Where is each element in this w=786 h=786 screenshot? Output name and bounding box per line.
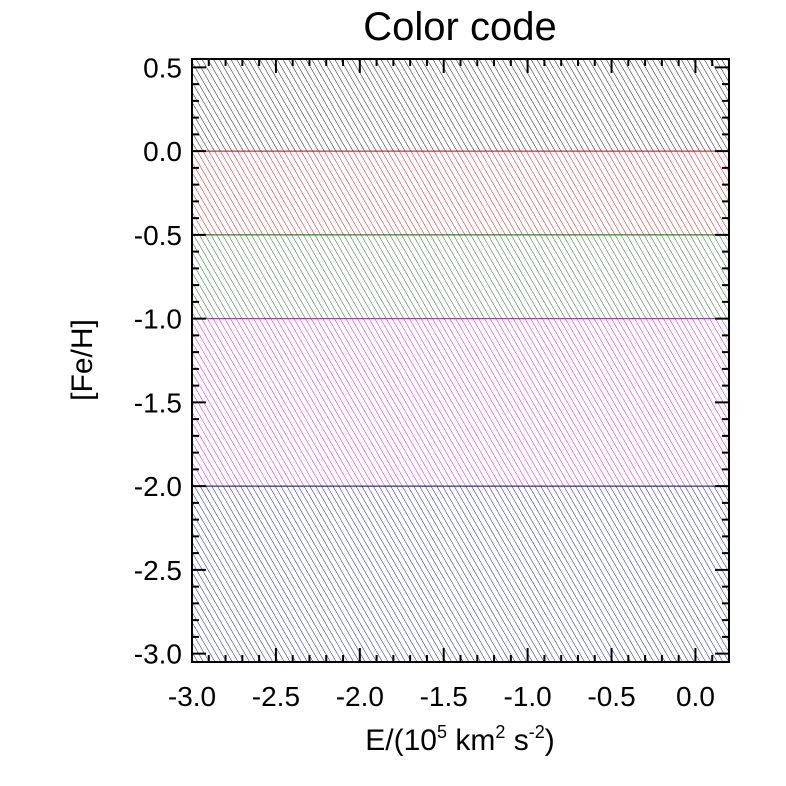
chart-title: Color code <box>363 5 556 49</box>
y-tick-label: 0.5 <box>143 52 182 83</box>
band-4 <box>192 486 729 662</box>
y-axis-label: [Fe/H] <box>66 319 99 401</box>
x-tick-label: -0.5 <box>587 681 635 712</box>
x-tick-label: 0.0 <box>676 681 715 712</box>
bands-layer <box>192 58 729 662</box>
x-tick-label: -2.0 <box>336 681 384 712</box>
y-tick-label: -3.0 <box>134 639 182 670</box>
y-tick-label: -1.0 <box>134 304 182 335</box>
x-tick-label: -1.0 <box>504 681 552 712</box>
tick-labels-layer: -3.0 -2.5 -2.0 -1.5 -1.0 -0.5 0.0 0.5 0.0 -0.5 -1.… <box>134 52 715 712</box>
y-tick-label: -2.0 <box>134 471 182 502</box>
x-tick-label: -3.0 <box>168 681 216 712</box>
band-1 <box>192 151 729 235</box>
band-3 <box>192 318 729 487</box>
y-tick-label: 0.0 <box>143 136 182 167</box>
band-0 <box>192 59 729 152</box>
x-axis-label: E/(105 km2 s-2) <box>365 722 554 757</box>
x-tick-label: -1.5 <box>420 681 468 712</box>
plot-frame <box>191 58 730 663</box>
y-tick-label: -2.5 <box>134 555 182 586</box>
x-tick-label: -2.5 <box>252 681 300 712</box>
band-2 <box>192 234 729 319</box>
y-tick-label: -0.5 <box>134 220 182 251</box>
y-tick-label: -1.5 <box>134 387 182 418</box>
